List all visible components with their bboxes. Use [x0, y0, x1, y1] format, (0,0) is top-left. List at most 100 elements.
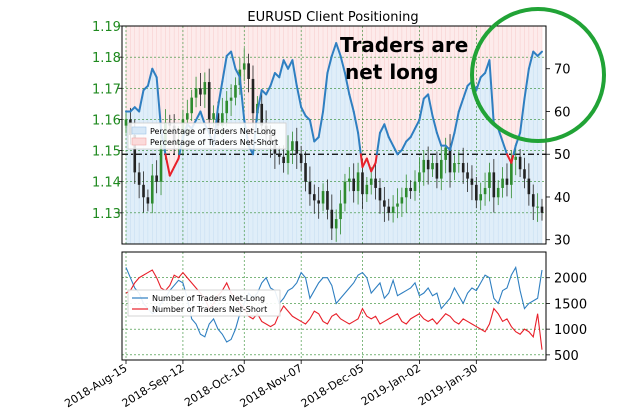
right-tick-label: 60 [554, 105, 571, 120]
positioning-line-segment [475, 76, 482, 92]
candle-up [229, 97, 233, 101]
x-tick-label: 2018-Dec-05 [299, 362, 366, 408]
positioning-line-segment [457, 97, 465, 113]
candle-up [186, 113, 189, 120]
positioning-line-segment [462, 84, 469, 100]
candle-up [343, 181, 347, 204]
candle-down [277, 153, 281, 157]
positioning-line-segment [151, 67, 158, 79]
positioning-line-segment [532, 50, 539, 57]
candle-down [326, 191, 329, 210]
positioning-line-segment [383, 123, 390, 139]
candle-up [124, 119, 128, 126]
positioning-line-segment [449, 131, 456, 151]
positioning-line-segment [405, 136, 412, 143]
top-legend: Percentage of Traders Net-Long Percentag… [127, 122, 287, 150]
positioning-line-segment [199, 110, 206, 126]
positioning-line-segment [374, 153, 378, 164]
positioning-line-segment [129, 106, 136, 113]
candle-down [133, 135, 137, 173]
candle-up [150, 175, 154, 204]
candle-down [251, 78, 255, 114]
legend-label-net-long-count: Number of Traders Net-Long [152, 294, 265, 303]
legend-label-net-short-count: Number of Traders Net-Short [152, 305, 267, 314]
positioning-line-segment [168, 166, 176, 177]
legend-swatch-net-long-pct [131, 126, 147, 135]
candle-up [536, 206, 539, 208]
candle-up [221, 113, 224, 126]
positioning-line-segment [278, 59, 285, 79]
top-legend-box [127, 122, 287, 150]
positioning-line-segment [138, 89, 145, 113]
positioning-line-segment [427, 93, 434, 117]
positioning-line-segment [269, 72, 276, 87]
positioning-line-segment [295, 84, 303, 109]
candle-down [304, 163, 307, 182]
right-tick-label: 50 [554, 148, 571, 163]
candle-up [348, 178, 351, 182]
candle-down [295, 141, 299, 154]
positioning-line-segment [265, 84, 272, 96]
positioning-line-segment [523, 67, 530, 100]
candle-down [142, 184, 145, 198]
candle-down [317, 200, 320, 204]
positioning-line-segment [536, 50, 543, 57]
candle-up [356, 172, 360, 192]
candle-down [137, 172, 141, 185]
candle-up [488, 172, 491, 188]
annotation-text: Traders are net long [340, 33, 468, 84]
candle-down [518, 156, 522, 170]
candle-up [159, 144, 163, 182]
top-left-tick-labels: 1.13 1.14 1.15 1.16 1.17 1.18 1.19 [92, 20, 122, 222]
candle-down [470, 178, 474, 185]
candle-down [199, 88, 202, 95]
candle-up [365, 184, 369, 195]
candle-up [190, 97, 193, 114]
candle-up [334, 219, 338, 229]
candle-down [383, 200, 386, 207]
candle-down [505, 178, 509, 185]
candle-up [286, 150, 290, 164]
candle-up [514, 156, 518, 160]
positioning-line-segment [326, 54, 333, 75]
top-panel-border [121, 25, 547, 245]
candle-down [352, 178, 356, 192]
x-tick-label: 2019-Jan-02 [359, 362, 423, 408]
positioning-line-segment [195, 110, 202, 122]
x-axis-tick-labels: 2018-Aug-152018-Sep-122018-Oct-102018-No… [62, 360, 480, 408]
positioning-line-segment [375, 131, 381, 156]
positioning-line-segment [414, 119, 421, 130]
candle-down [330, 209, 334, 229]
candle-up [225, 100, 229, 114]
candle-down [247, 63, 250, 79]
positioning-line-segment [256, 89, 263, 113]
candle-up [457, 163, 461, 165]
positioning-line-segment [392, 144, 399, 156]
positioning-line-segment [479, 72, 487, 79]
candle-up [339, 203, 342, 220]
x-tick-label: 2019-Jan-30 [416, 362, 480, 408]
candle-up [291, 141, 294, 151]
candle-down [361, 172, 364, 195]
right-tick-label: 40 [554, 191, 571, 206]
bottom-panel-border [121, 251, 547, 361]
positioning-line-segment [519, 97, 526, 134]
positioning-line-segment [164, 153, 171, 177]
bottom-right-tick-labels: 500 1000 1500 2000 [546, 272, 587, 364]
positioning-line-segment [322, 72, 329, 113]
candle-down [260, 103, 264, 126]
positioning-line-segment [308, 119, 316, 143]
candle-down [492, 172, 496, 198]
positioning-line-segment [361, 157, 368, 169]
bottom-series-lines [125, 265, 543, 350]
legend-label-net-short-pct: Percentage of Traders Net-Short [150, 138, 278, 147]
positioning-line-segment [173, 157, 180, 169]
positioning-line-segment [501, 140, 508, 156]
positioning-line-segment [348, 93, 355, 113]
positioning-line-segment [317, 110, 325, 139]
bottom-right-tick-label: 2000 [554, 272, 587, 287]
net-short-count-line [125, 269, 543, 350]
candle-up [396, 203, 399, 207]
